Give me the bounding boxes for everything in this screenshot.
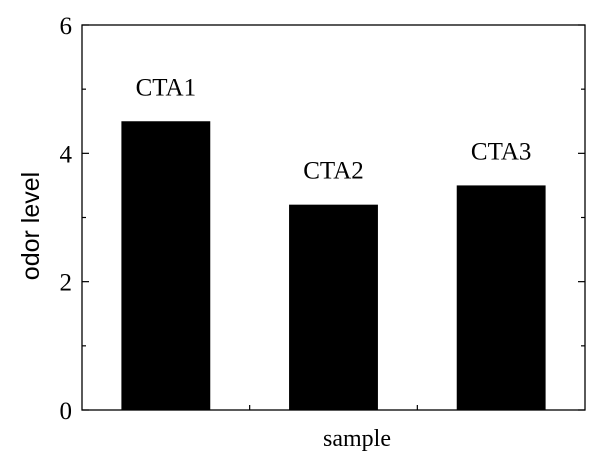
bar-cta2 bbox=[289, 204, 378, 410]
data-label-cta2: CTA2 bbox=[303, 158, 364, 185]
x-axis-ticks bbox=[249, 405, 418, 410]
y-tick-label: 6 bbox=[60, 13, 73, 40]
bar-cta1 bbox=[121, 121, 211, 410]
y-tick-label: 4 bbox=[60, 141, 73, 168]
y-axis-ticks: 0 2 4 6 bbox=[60, 13, 585, 425]
y-tick-label: 0 bbox=[60, 398, 73, 425]
data-label-cta1: CTA1 bbox=[136, 74, 197, 101]
data-labels-group: CTA1 CTA2 CTA3 bbox=[136, 74, 532, 184]
x-axis-label: sample bbox=[323, 426, 391, 452]
bar-cta3 bbox=[456, 185, 546, 410]
y-tick-label: 2 bbox=[60, 270, 73, 297]
bars-group bbox=[121, 121, 546, 410]
data-label-cta3: CTA3 bbox=[471, 138, 532, 165]
y-axis-label: odor level bbox=[17, 172, 45, 280]
